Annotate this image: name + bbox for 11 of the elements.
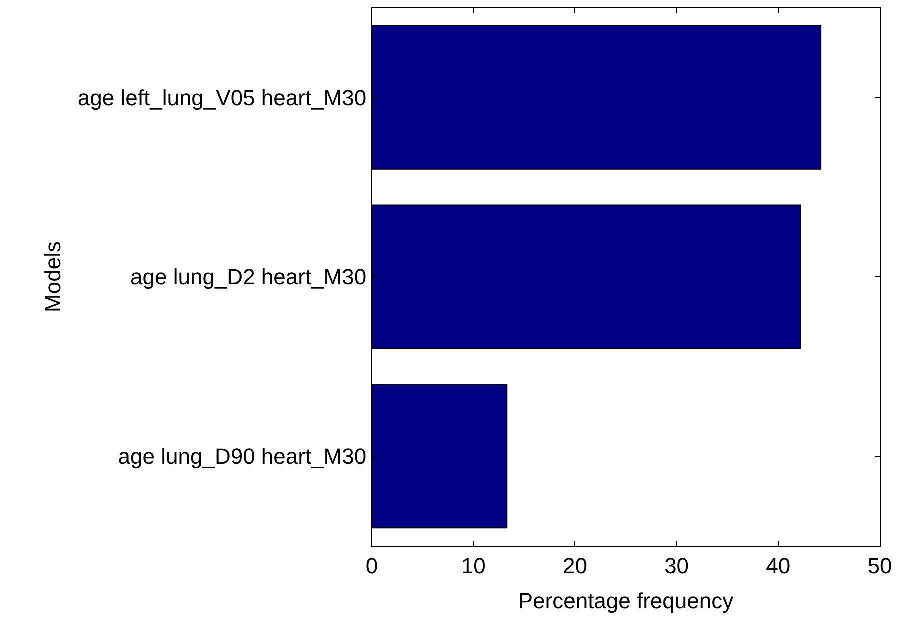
- x-tick-label: 30: [664, 553, 690, 578]
- x-tick-label: 0: [366, 553, 378, 578]
- y-tick-label: age lung_D90 heart_M30: [118, 444, 367, 470]
- x-tick-label: 40: [766, 553, 791, 578]
- y-tick-label: age left_lung_V05 heart_M30: [78, 85, 367, 110]
- x-tick-label: 10: [461, 553, 486, 578]
- y-tick-label: age lung_D2 heart_M30: [130, 264, 367, 290]
- x-axis-title: Percentage frequency: [518, 588, 734, 614]
- y-axis-title: Models: [40, 242, 66, 312]
- x-tick-label: 50: [868, 553, 892, 578]
- x-tick-label: 20: [562, 553, 588, 578]
